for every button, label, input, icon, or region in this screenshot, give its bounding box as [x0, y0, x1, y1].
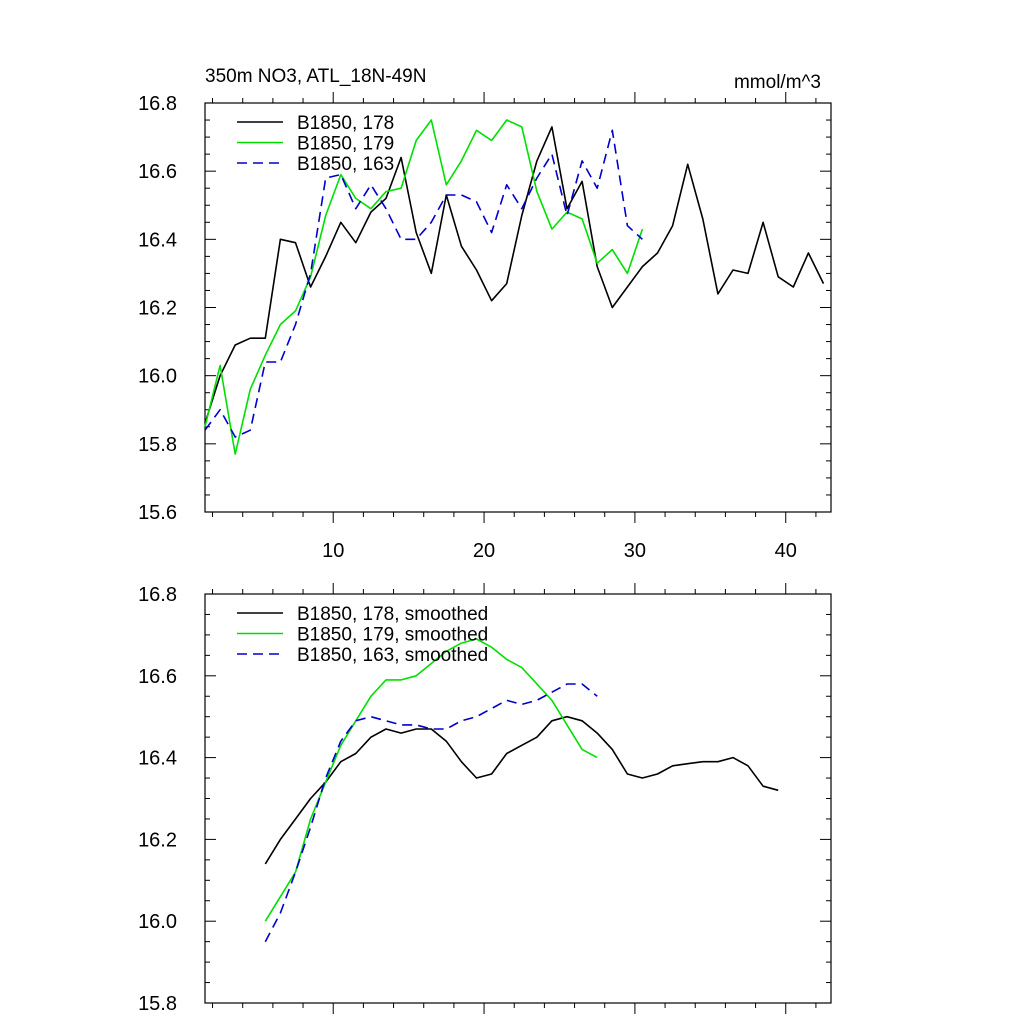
chart-1-x-tick-label: 30 — [624, 540, 646, 562]
chart-2-y-tick-label: 16.2 — [138, 829, 177, 851]
chart-2-y-tick-label: 16.6 — [138, 666, 177, 688]
chart-2-legend-label-1: B1850, 178, smoothed — [297, 604, 488, 625]
chart-2-y-tick-label: 16.4 — [138, 748, 177, 770]
chart-2-series-line-3 — [264, 683, 598, 943]
chart-2-series-line-1 — [264, 715, 779, 865]
chart-1-y-tick-label: 15.6 — [138, 502, 177, 524]
chart-2-y-tick-label: 15.8 — [138, 993, 177, 1015]
chart-2-series-line-2 — [264, 638, 598, 922]
chart-1-y-tick-label: 15.8 — [138, 434, 177, 456]
chart-2-legend-label-2: B1850, 179, smoothed — [297, 625, 488, 646]
chart-2-y-tick-label: 16.0 — [138, 911, 177, 933]
chart-1-x-tick-label: 40 — [775, 540, 797, 562]
chart-1-y-tick-label: 16.4 — [138, 229, 177, 251]
chart-1-y-tick-label: 16.0 — [138, 366, 177, 388]
chart-2-legend-label-3: B1850, 163, smoothed — [297, 645, 488, 666]
chart-1-x-tick-label: 20 — [473, 540, 495, 562]
chart-1-legend-label-1: B1850, 178 — [297, 113, 394, 134]
chart-1-units-label: mmol/m^3 — [734, 72, 821, 93]
chart-2-y-tick-label: 16.8 — [138, 584, 177, 606]
chart-1-y-tick-label: 16.2 — [138, 298, 177, 320]
chart-1-title: 350m NO3, ATL_18N-49N — [205, 66, 426, 87]
chart-1-series-line-3 — [204, 129, 643, 438]
chart-1-y-tick-label: 16.6 — [138, 161, 177, 183]
chart-1-series-line-2 — [204, 119, 644, 455]
chart-1-x-tick-label: 10 — [322, 540, 344, 562]
chart-1-y-tick-label: 16.8 — [138, 93, 177, 115]
chart-1-legend-label-3: B1850, 163 — [297, 154, 394, 175]
chart-1-legend-label-2: B1850, 179 — [297, 134, 394, 155]
